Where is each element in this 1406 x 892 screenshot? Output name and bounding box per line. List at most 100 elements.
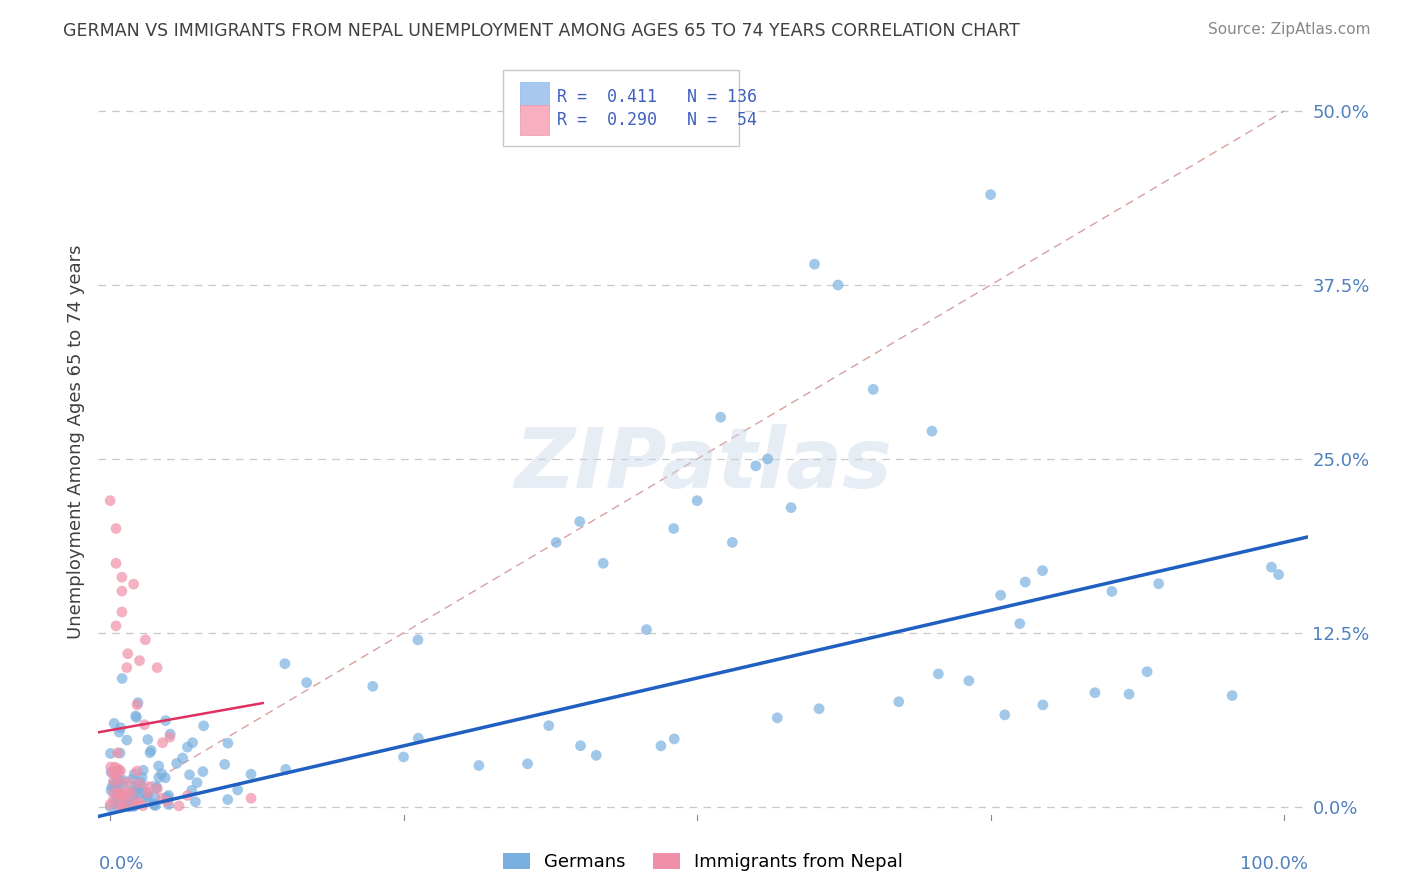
Point <box>406 632 429 647</box>
Text: 100.0%: 100.0% <box>1240 855 1308 872</box>
Point <box>157 797 180 812</box>
Point <box>159 727 181 741</box>
Point <box>176 789 198 803</box>
Point <box>120 796 142 810</box>
Point <box>128 776 150 790</box>
Point <box>101 765 124 780</box>
Point <box>105 521 128 535</box>
Point <box>136 786 159 800</box>
Point <box>124 793 146 807</box>
Point <box>361 679 384 693</box>
Point <box>274 657 297 671</box>
Point <box>103 774 125 789</box>
Point <box>108 773 131 788</box>
Point <box>104 794 127 808</box>
Point <box>156 791 179 805</box>
Point <box>468 758 491 772</box>
Point <box>240 767 263 781</box>
Point <box>115 789 138 804</box>
Point <box>136 780 159 794</box>
Text: ZIPatlas: ZIPatlas <box>515 424 891 505</box>
Point <box>1220 689 1243 703</box>
Point <box>118 799 141 814</box>
Point <box>274 763 297 777</box>
Point <box>217 736 239 750</box>
Point <box>104 785 127 799</box>
Point <box>745 458 768 473</box>
Point <box>156 790 179 805</box>
Point <box>1147 576 1170 591</box>
Text: Source: ZipAtlas.com: Source: ZipAtlas.com <box>1208 22 1371 37</box>
Point <box>827 278 849 293</box>
Point <box>146 781 169 796</box>
Point <box>150 766 173 780</box>
Point <box>132 764 155 778</box>
Point <box>156 795 179 809</box>
Point <box>117 647 139 661</box>
Point <box>105 791 128 805</box>
Point <box>990 588 1012 602</box>
Point <box>112 773 135 788</box>
Point <box>146 660 169 674</box>
Point <box>121 786 143 800</box>
Point <box>103 785 125 799</box>
Point <box>686 493 709 508</box>
Point <box>240 791 263 805</box>
Text: 0.0%: 0.0% <box>98 855 143 872</box>
Point <box>105 775 128 789</box>
Legend: Germans, Immigrants from Nepal: Germans, Immigrants from Nepal <box>495 846 911 879</box>
Point <box>1267 567 1289 582</box>
Point <box>111 789 134 803</box>
Point <box>127 795 149 809</box>
Point <box>780 500 803 515</box>
Y-axis label: Unemployment Among Ages 65 to 74 years: Unemployment Among Ages 65 to 74 years <box>66 244 84 639</box>
Point <box>131 780 153 795</box>
Point <box>108 725 131 739</box>
Point <box>128 654 150 668</box>
Point <box>155 771 177 785</box>
Point <box>650 739 672 753</box>
Point <box>862 383 884 397</box>
Point <box>110 721 132 735</box>
FancyBboxPatch shape <box>520 105 550 136</box>
Point <box>121 772 143 787</box>
Point <box>721 535 744 549</box>
Text: GERMAN VS IMMIGRANTS FROM NEPAL UNEMPLOYMENT AMONG AGES 65 TO 74 YEARS CORRELATI: GERMAN VS IMMIGRANTS FROM NEPAL UNEMPLOY… <box>63 22 1019 40</box>
Point <box>107 746 129 760</box>
Point <box>101 780 124 794</box>
Text: R =  0.290   N =  54: R = 0.290 N = 54 <box>557 112 756 129</box>
Point <box>1031 564 1053 578</box>
Point <box>127 797 149 812</box>
Point <box>927 666 949 681</box>
Point <box>710 410 733 425</box>
Point <box>131 770 153 784</box>
Point <box>145 780 167 795</box>
Point <box>122 799 145 814</box>
Point <box>100 783 122 797</box>
Point <box>181 736 204 750</box>
Point <box>121 791 143 805</box>
Point <box>117 775 139 789</box>
Point <box>150 791 173 805</box>
Point <box>155 714 177 728</box>
Point <box>100 760 122 774</box>
Point <box>139 746 162 760</box>
Point <box>129 775 152 789</box>
Point <box>124 780 146 794</box>
Point <box>125 698 148 712</box>
Point <box>128 787 150 801</box>
Point <box>585 748 607 763</box>
Point <box>568 515 591 529</box>
Point <box>121 785 143 799</box>
FancyBboxPatch shape <box>520 82 550 112</box>
Point <box>1032 698 1054 712</box>
Point <box>100 747 122 761</box>
Point <box>408 731 430 746</box>
Point <box>110 764 132 778</box>
Point <box>167 798 190 813</box>
Point <box>184 795 207 809</box>
Point <box>180 783 202 797</box>
Point <box>111 788 134 802</box>
Point <box>105 781 128 796</box>
Point <box>125 764 148 778</box>
